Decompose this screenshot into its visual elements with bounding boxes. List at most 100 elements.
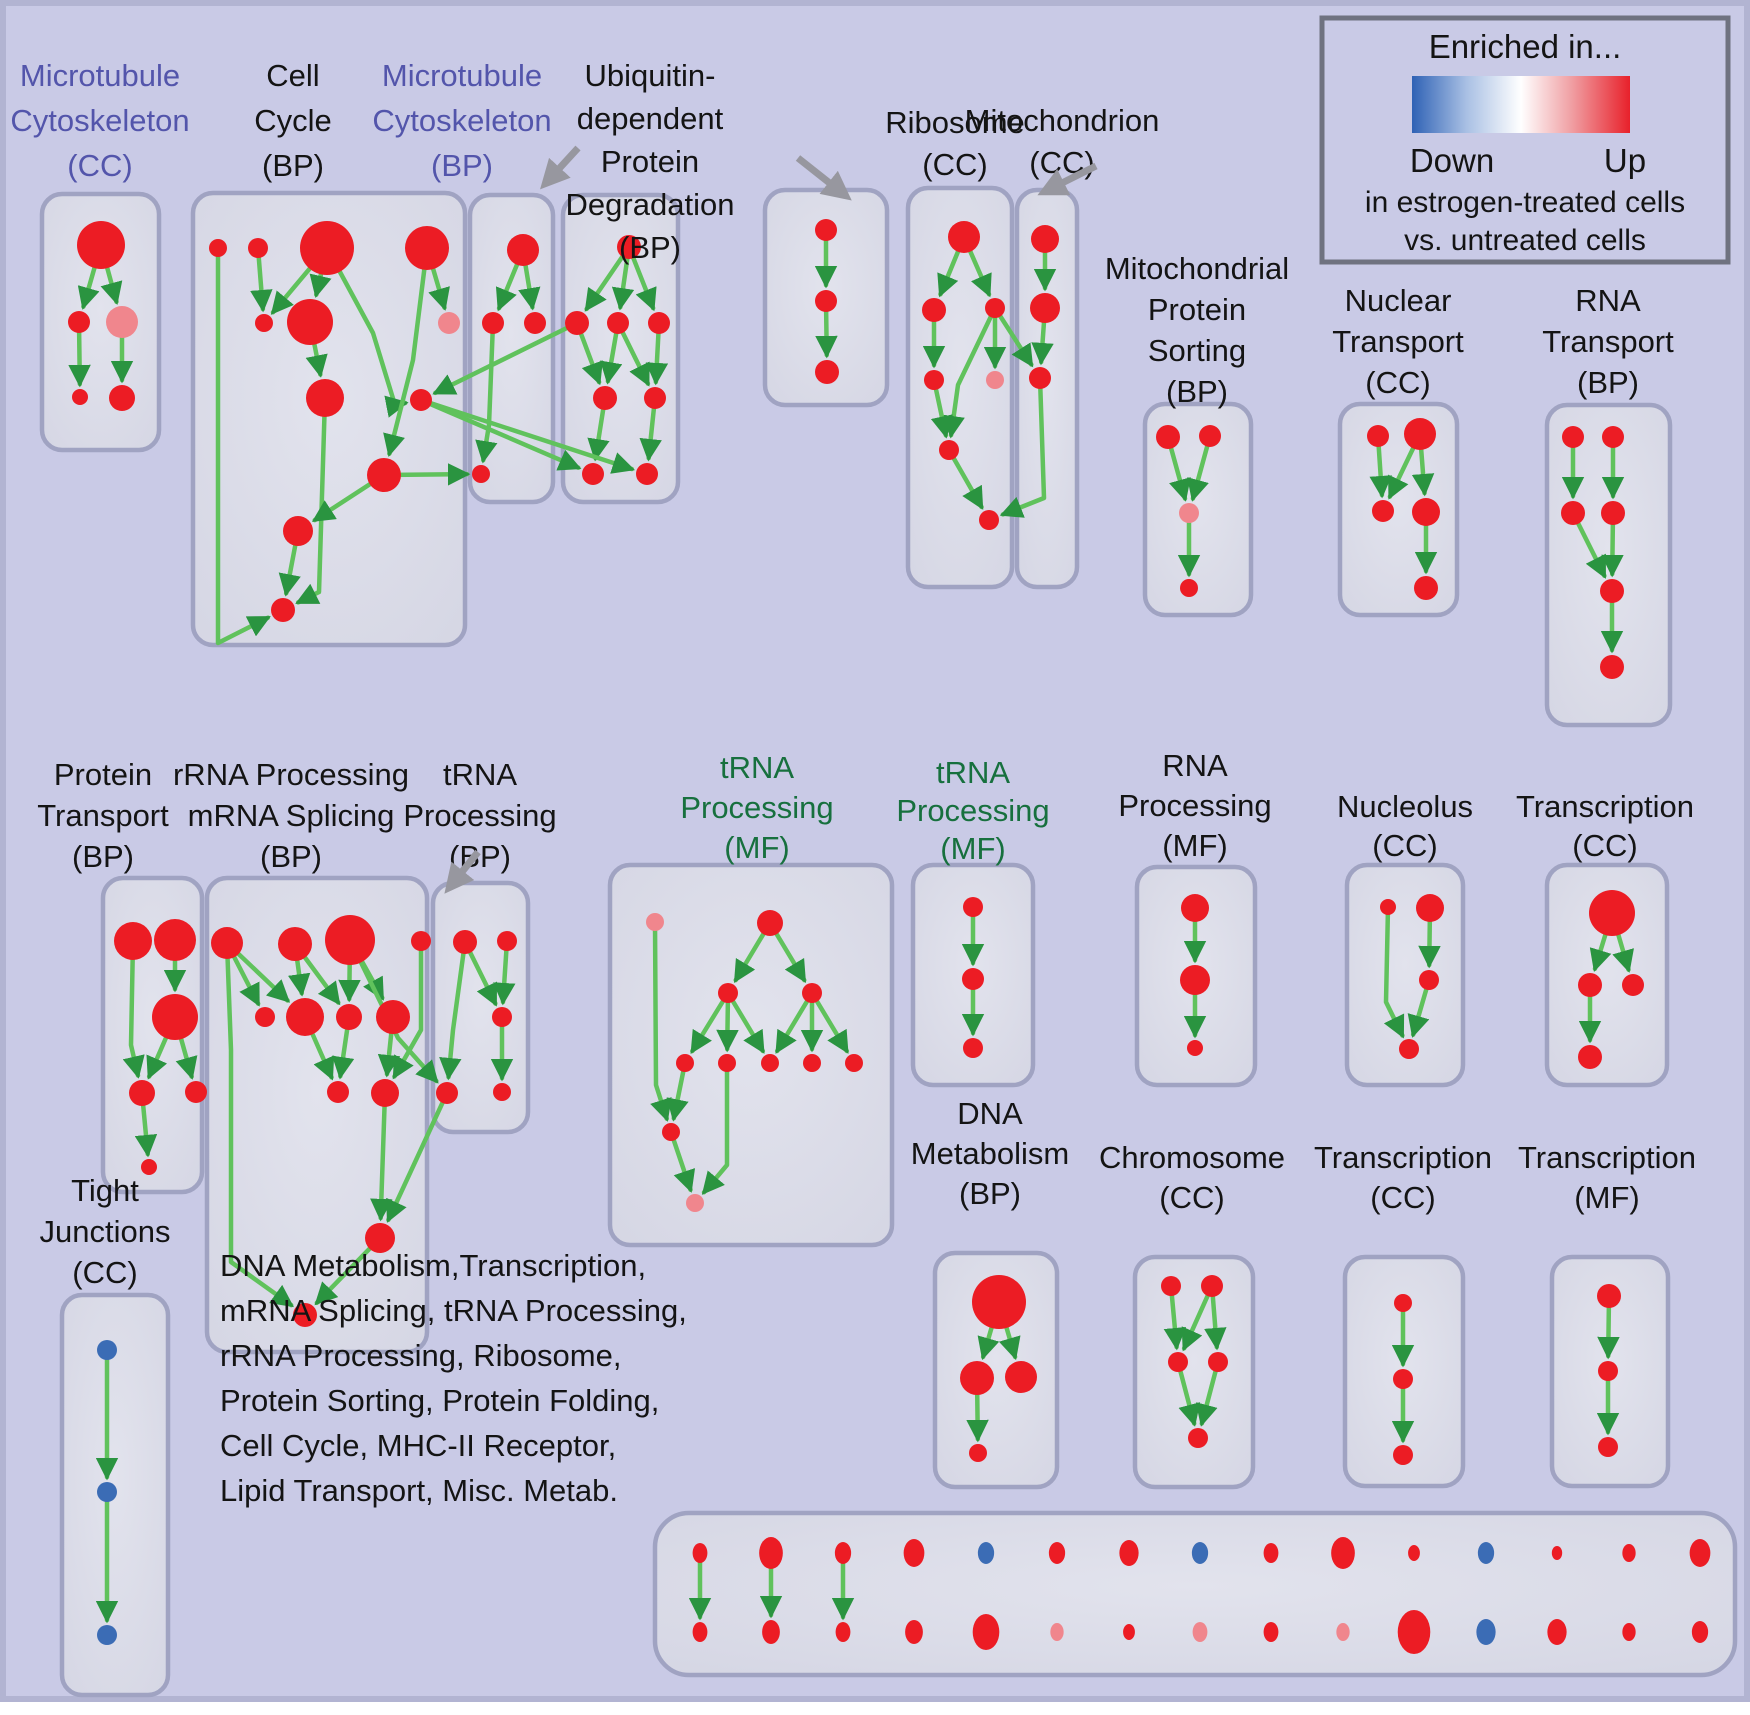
edge-cell-cycle xyxy=(250,245,273,313)
node-misc-panel-25 xyxy=(1397,1610,1431,1654)
cluster-box-ubiquitin xyxy=(560,192,681,505)
node-rna-processing-mf-2 xyxy=(1187,1040,1203,1056)
node-cell-cycle-4 xyxy=(255,314,273,332)
cluster-label-trna-mf-2: tRNA xyxy=(936,755,1010,790)
edge-chromosome xyxy=(1175,1359,1201,1427)
node-trna-mf-1-0 xyxy=(646,913,664,931)
node-misc-panel-1 xyxy=(759,1537,783,1569)
cluster-label-ubiquitin: Degradation xyxy=(566,187,735,222)
node-misc-panel-27 xyxy=(1547,1619,1567,1645)
node-ubiquitin-5 xyxy=(644,387,666,409)
cluster-label-ubiquitin: Protein xyxy=(601,144,699,179)
cluster-label-mito-sorting: (BP) xyxy=(1166,374,1228,409)
node-nucleolus-0 xyxy=(1380,899,1396,915)
cluster-label-transcription-cc-bottom: Transcription xyxy=(1314,1140,1492,1175)
edge-ubiquitin xyxy=(584,244,632,312)
node-transcription-cc-mid-1 xyxy=(1578,973,1602,997)
node-ubiquitin2-1 xyxy=(815,290,837,312)
node-ribosome-6 xyxy=(979,510,999,530)
edge-rrna xyxy=(314,1235,383,1306)
edge-cell-cycle xyxy=(383,245,430,457)
cluster-label-microtubule-bp: Microtubule xyxy=(382,58,542,93)
node-mito-sorting-1 xyxy=(1199,425,1221,447)
misc-categories-text: DNA Metabolism,Transcription, xyxy=(220,1248,646,1283)
legend-subtitle-line1: in estrogen-treated cells xyxy=(1365,186,1685,219)
node-nucleolus-3 xyxy=(1399,1039,1419,1059)
cluster-label-transcription-cc-mid: Transcription xyxy=(1516,789,1694,824)
edge-trna-mf-1 xyxy=(774,990,815,1054)
node-transcription-cc-mid-3 xyxy=(1578,1045,1602,1069)
cluster-label-ubiquitin: (BP) xyxy=(619,230,681,265)
node-rrna-8 xyxy=(327,1081,349,1103)
cluster-label-dna-metabolism: Metabolism xyxy=(911,1136,1070,1171)
node-ribosome-4 xyxy=(986,371,1004,389)
edge-cross xyxy=(418,397,582,471)
node-microtubule-bp-1 xyxy=(482,312,504,334)
edge-cell-cycle xyxy=(295,395,328,605)
node-misc-panel-19 xyxy=(972,1614,1000,1650)
node-rna-processing-mf-0 xyxy=(1181,894,1209,922)
legend-box xyxy=(1319,15,1731,265)
node-rna-transport-2 xyxy=(1561,501,1585,525)
cluster-label-dna-metabolism: DNA xyxy=(957,1096,1023,1131)
node-misc-panel-5 xyxy=(1048,1542,1066,1564)
cluster-label-tight-junctions: (CC) xyxy=(72,1255,137,1290)
node-misc-panel-7 xyxy=(1191,1542,1209,1564)
cluster-label-rna-processing-mf: Processing xyxy=(1118,788,1271,823)
node-cell-cycle-9 xyxy=(367,458,401,492)
node-misc-panel-8 xyxy=(1263,1543,1279,1563)
cluster-label-nuclear-transport: Nuclear xyxy=(1345,283,1452,318)
misc-categories-text: rRNA Processing, Ribosome, xyxy=(220,1338,621,1373)
node-mito-sorting-2 xyxy=(1179,503,1199,523)
cluster-label-chromosome: (CC) xyxy=(1159,1180,1224,1215)
edge-cross xyxy=(347,937,439,1084)
cluster-label-ribosome: Ribosome xyxy=(885,105,1025,140)
node-protein-transport-5 xyxy=(141,1159,157,1175)
node-ribosome-5 xyxy=(939,440,959,460)
cluster-label-ribosome: (CC) xyxy=(922,147,987,182)
node-cell-cycle-5 xyxy=(287,299,333,345)
node-ubiquitin-2 xyxy=(607,312,629,334)
node-transcription-mf-2 xyxy=(1598,1437,1618,1457)
cluster-box-trna-mf-1 xyxy=(607,862,895,1248)
node-misc-panel-10 xyxy=(1408,1545,1420,1561)
misc-categories-text: Lipid Transport, Misc. Metab. xyxy=(220,1473,618,1508)
node-misc-panel-3 xyxy=(903,1539,925,1567)
node-misc-panel-9 xyxy=(1331,1537,1355,1569)
node-ubiquitin-1 xyxy=(565,311,589,335)
cluster-box-misc-panel xyxy=(652,1510,1738,1678)
node-protein-transport-2 xyxy=(152,994,198,1040)
cluster-label-ubiquitin: Ubiquitin- xyxy=(585,58,716,93)
node-microtubule-cc-1 xyxy=(68,311,90,333)
cluster-label-microtubule-cc: Microtubule xyxy=(20,58,180,93)
node-trna-mf-1-8 xyxy=(845,1054,863,1072)
node-trna-mf-2-2 xyxy=(963,1038,983,1058)
node-ribosome-0 xyxy=(948,221,980,253)
node-microtubule-cc-2 xyxy=(106,306,138,338)
cluster-label-nucleolus: (CC) xyxy=(1372,828,1437,863)
callout-arrow-icon xyxy=(540,145,581,190)
node-trna-mf-1-9 xyxy=(662,1123,680,1141)
node-rrna-4 xyxy=(255,1007,275,1027)
edge-rrna xyxy=(370,1090,393,1222)
node-ribosome-3 xyxy=(924,370,944,390)
edge-cross xyxy=(418,397,636,474)
edge-nucleolus xyxy=(1383,904,1405,1039)
cluster-label-cell-cycle: (BP) xyxy=(262,148,324,183)
node-mito-sorting-0 xyxy=(1156,425,1180,449)
cluster-label-microtubule-cc: (CC) xyxy=(67,148,132,183)
node-ubiquitin-7 xyxy=(636,463,658,485)
node-misc-panel-20 xyxy=(1050,1623,1064,1641)
node-chromosome-0 xyxy=(1161,1276,1181,1296)
node-misc-panel-18 xyxy=(905,1620,923,1644)
node-trna-mf-1-2 xyxy=(718,983,738,1003)
node-misc-panel-26 xyxy=(1476,1619,1496,1645)
node-rrna-11 xyxy=(293,1303,317,1327)
node-misc-panel-17 xyxy=(835,1622,851,1642)
edge-chromosome xyxy=(1181,1283,1215,1352)
node-misc-panel-2 xyxy=(834,1542,852,1564)
node-rrna-3 xyxy=(411,931,431,951)
node-rna-processing-mf-1 xyxy=(1180,965,1210,995)
edge-ubiquitin xyxy=(615,320,651,387)
